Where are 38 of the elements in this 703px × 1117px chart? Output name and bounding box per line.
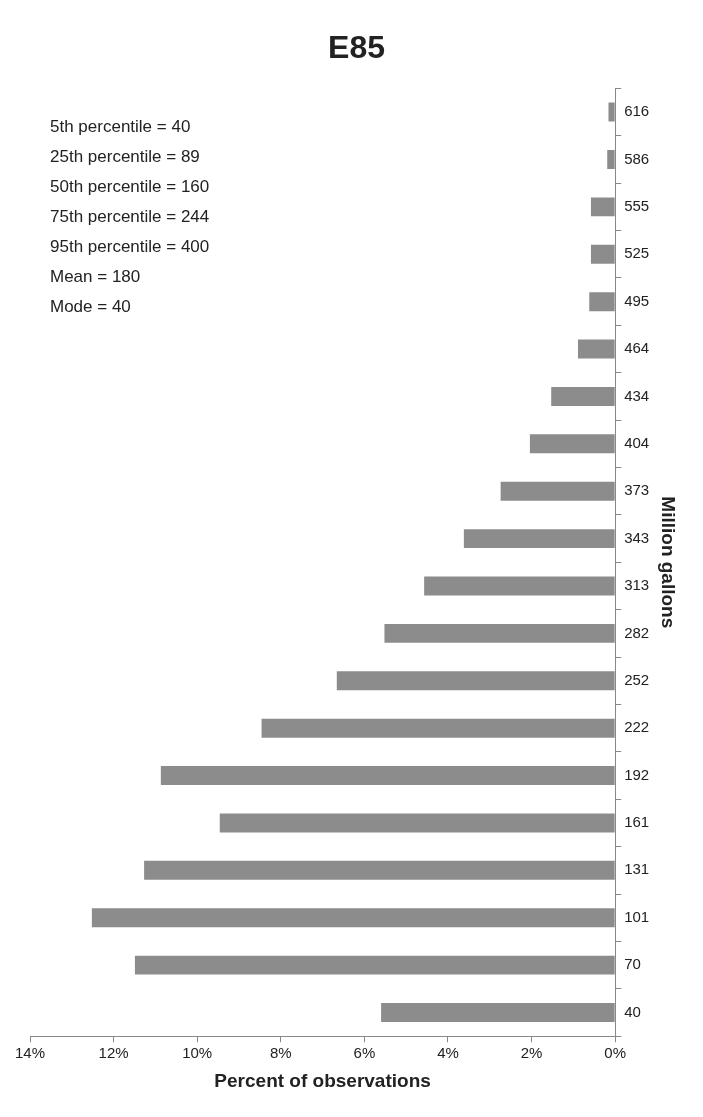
annotation: 75th percentile = 244 [50,206,210,226]
y-tick-label: 464 [624,339,650,357]
x-tick-label: 12% [98,1044,129,1062]
y-tick-label: 70 [624,955,641,973]
y-tick-label: 525 [624,244,650,262]
annotation: Mean = 180 [50,266,141,286]
x-tick-label: 0% [604,1044,627,1062]
y-tick-label: 252 [624,670,650,688]
y-tick-label: 101 [624,907,650,925]
chart-title: E85 [328,29,385,66]
annotation: 25th percentile = 89 [50,146,200,166]
annotation: 5th percentile = 40 [50,116,191,136]
annotation: 50th percentile = 160 [50,176,210,196]
y-tick-label: 222 [624,718,650,736]
y-tick-label: 313 [624,576,650,594]
y-tick-label: 434 [624,386,650,404]
y-tick-label: 555 [624,197,650,215]
y-tick-label: 192 [624,765,650,783]
x-tick-label: 10% [182,1044,213,1062]
y-tick-label: 586 [624,149,650,167]
annotation: 95th percentile = 400 [50,236,210,256]
annotation: Mode = 40 [50,296,131,316]
y-tick-label: 131 [624,860,650,878]
x-axis-title: Percent of observations [214,1069,431,1091]
x-tick-label: 14% [14,1044,46,1062]
y-tick-label: 343 [624,528,650,546]
y-tick-label: 373 [624,481,650,499]
x-tick-label: 2% [520,1044,543,1062]
y-tick-label: 282 [624,623,650,641]
y-axis-title: Million gallons [658,496,680,629]
y-tick-label: 495 [624,291,650,309]
x-tick-label: 6% [353,1044,376,1062]
y-tick-label: 161 [624,813,650,831]
y-tick-label: 40 [624,1002,641,1020]
y-tick-label: 616 [624,102,650,120]
x-tick-label: 8% [269,1044,292,1062]
y-tick-label: 404 [624,433,650,451]
x-tick-label: 4% [437,1044,459,1062]
